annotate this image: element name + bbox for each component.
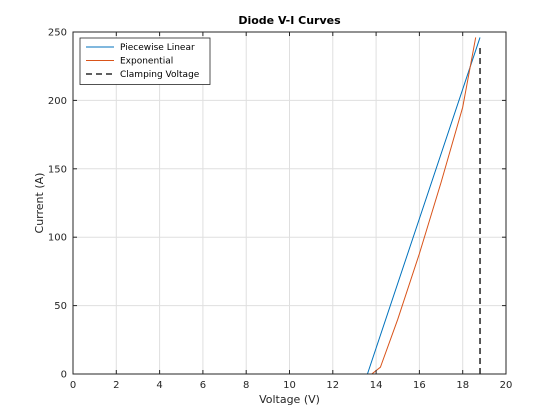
legend: Piecewise Linear Exponential Clamping Volt… [79, 37, 211, 85]
y-tick-label: 100 [48, 233, 67, 244]
y-tick-label: 200 [48, 96, 67, 107]
legend-label: Clamping Voltage [120, 70, 200, 80]
legend-label: Exponential [120, 57, 173, 67]
x-tick-label: 18 [456, 380, 469, 391]
x-tick-label: 10 [283, 380, 296, 391]
series-line-2 [73, 37, 477, 375]
x-axis-label: Voltage (V) [259, 393, 320, 406]
x-tick-label: 2 [113, 380, 119, 391]
legend-box [79, 37, 211, 85]
x-tick-label: 4 [156, 380, 162, 391]
legend-label: Piecewise Linear [120, 43, 195, 53]
x-tick-label: 16 [413, 380, 426, 391]
x-tick-label: 8 [243, 380, 249, 391]
y-tick-label: 0 [61, 370, 67, 381]
x-tick-label: 0 [70, 380, 76, 391]
x-tick-label: 12 [326, 380, 339, 391]
y-axis-label: Current (A) [33, 173, 46, 234]
x-tick-label: 20 [500, 380, 513, 391]
x-tick-label: 14 [370, 380, 383, 391]
y-tick-label: 50 [54, 301, 67, 312]
y-tick-label: 250 [48, 28, 67, 39]
y-tick-label: 150 [48, 164, 67, 175]
x-tick-label: 6 [200, 380, 206, 391]
chart-title: Diode V-I Curves [238, 14, 341, 27]
